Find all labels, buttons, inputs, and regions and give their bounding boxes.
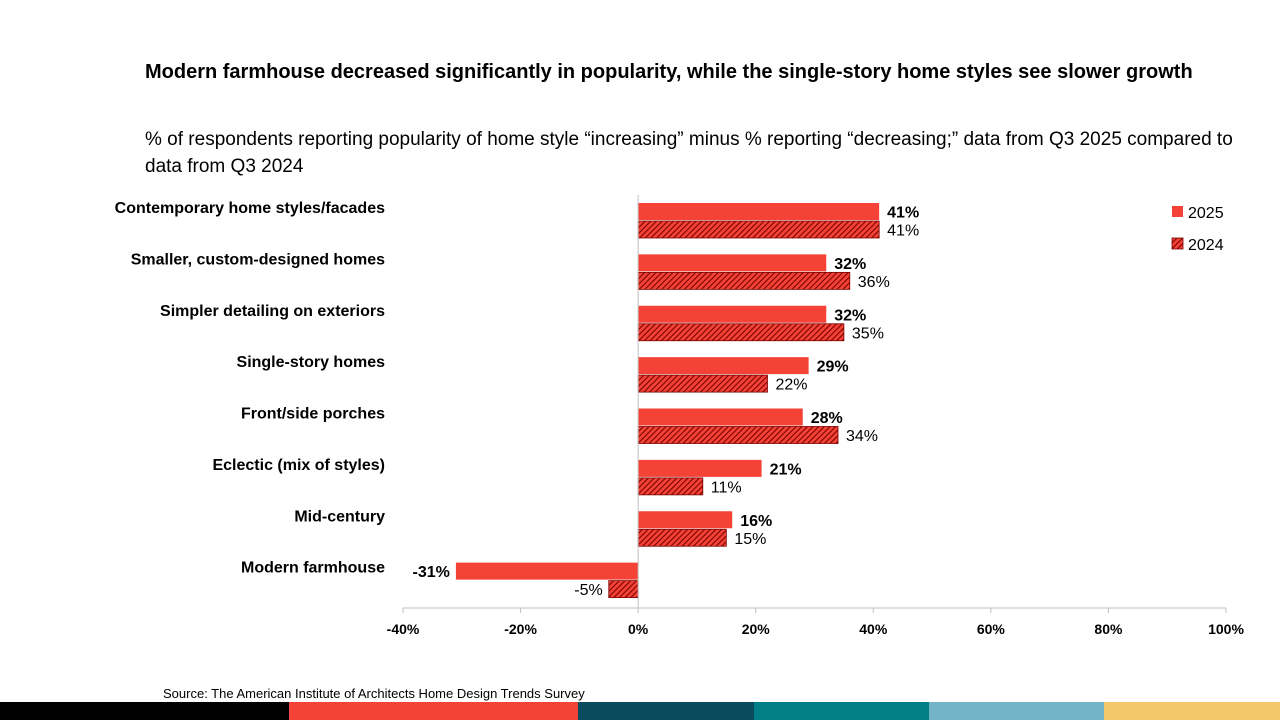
data-label-2024: 34% <box>846 428 878 445</box>
chart-subtitle: % of respondents reporting popularity of… <box>145 129 1233 177</box>
chart-title: Modern farmhouse decreased significantly… <box>145 61 1193 83</box>
bar-2025 <box>455 562 639 580</box>
footer-color-segment <box>1104 702 1280 720</box>
data-label-2024: 41% <box>887 223 919 240</box>
category-label: Mid-century <box>294 508 385 525</box>
data-label-2024: -5% <box>574 582 602 599</box>
footer-color-segment <box>929 702 1104 720</box>
data-label-2025: 29% <box>817 359 849 376</box>
category-label: Modern farmhouse <box>241 560 385 577</box>
footer-color-segment <box>0 702 289 720</box>
bar-2025 <box>638 357 809 375</box>
category-label: Smaller, custom-designed homes <box>131 251 385 268</box>
legend-label-2025: 2025 <box>1188 205 1224 222</box>
footer-color-segment <box>289 702 578 720</box>
data-label-2024: 15% <box>734 531 766 548</box>
legend-swatch-2024 <box>1171 237 1184 250</box>
bar-2024 <box>637 374 768 393</box>
footer-color-segment <box>754 702 929 720</box>
data-label-2025: 41% <box>887 205 919 222</box>
bar-2025 <box>638 305 827 323</box>
data-label-2024: 22% <box>775 377 807 394</box>
bar-2025 <box>638 459 762 477</box>
footer-color-segment <box>578 702 754 720</box>
data-label-2025: 16% <box>740 513 772 530</box>
x-tick-label: 0% <box>628 621 649 637</box>
data-label-2025: 21% <box>770 461 802 478</box>
bar-2025 <box>638 408 803 426</box>
x-tick-label: 40% <box>859 621 888 637</box>
category-label: Front/side porches <box>241 406 385 423</box>
x-tick-label: 80% <box>1094 621 1123 637</box>
bar-2024 <box>637 271 851 290</box>
bar-2024 <box>637 323 845 342</box>
category-label: Contemporary home styles/facades <box>115 200 385 217</box>
x-tick-label: -20% <box>504 621 537 637</box>
source-note: Source: The American Institute of Archit… <box>163 686 585 701</box>
bar-2025 <box>638 254 827 272</box>
legend: 2025 2024 <box>1171 205 1224 254</box>
category-label: Simpler detailing on exteriors <box>160 303 385 320</box>
data-label-2025: -31% <box>413 564 450 581</box>
legend-swatch-2025 <box>1172 206 1183 217</box>
bar-2025 <box>638 203 880 220</box>
data-label-2025: 32% <box>834 307 866 324</box>
data-label-2024: 11% <box>711 479 742 496</box>
data-label-2025: 32% <box>834 256 866 273</box>
data-label-2024: 35% <box>852 325 884 342</box>
data-label-2024: 36% <box>858 274 890 291</box>
bar-2024 <box>637 220 880 239</box>
bar-2024 <box>637 426 839 444</box>
bar-2024 <box>608 580 639 599</box>
legend-label-2024: 2024 <box>1188 237 1224 254</box>
data-label-2025: 28% <box>811 410 843 427</box>
x-tick-label: 60% <box>977 621 1006 637</box>
bar-2025 <box>638 511 733 529</box>
bar-chart: Contemporary home styles/facades 41%41% Sm… <box>115 195 1244 637</box>
category-label: Eclectic (mix of styles) <box>212 457 385 474</box>
x-tick-label: 20% <box>742 621 771 637</box>
bar-2024 <box>637 528 727 547</box>
x-tick-label: -40% <box>387 621 420 637</box>
category-label: Single-story homes <box>237 354 386 371</box>
footer-color-bar <box>0 702 1280 720</box>
bar-2024 <box>637 477 704 496</box>
x-tick-label: 100% <box>1208 621 1244 637</box>
